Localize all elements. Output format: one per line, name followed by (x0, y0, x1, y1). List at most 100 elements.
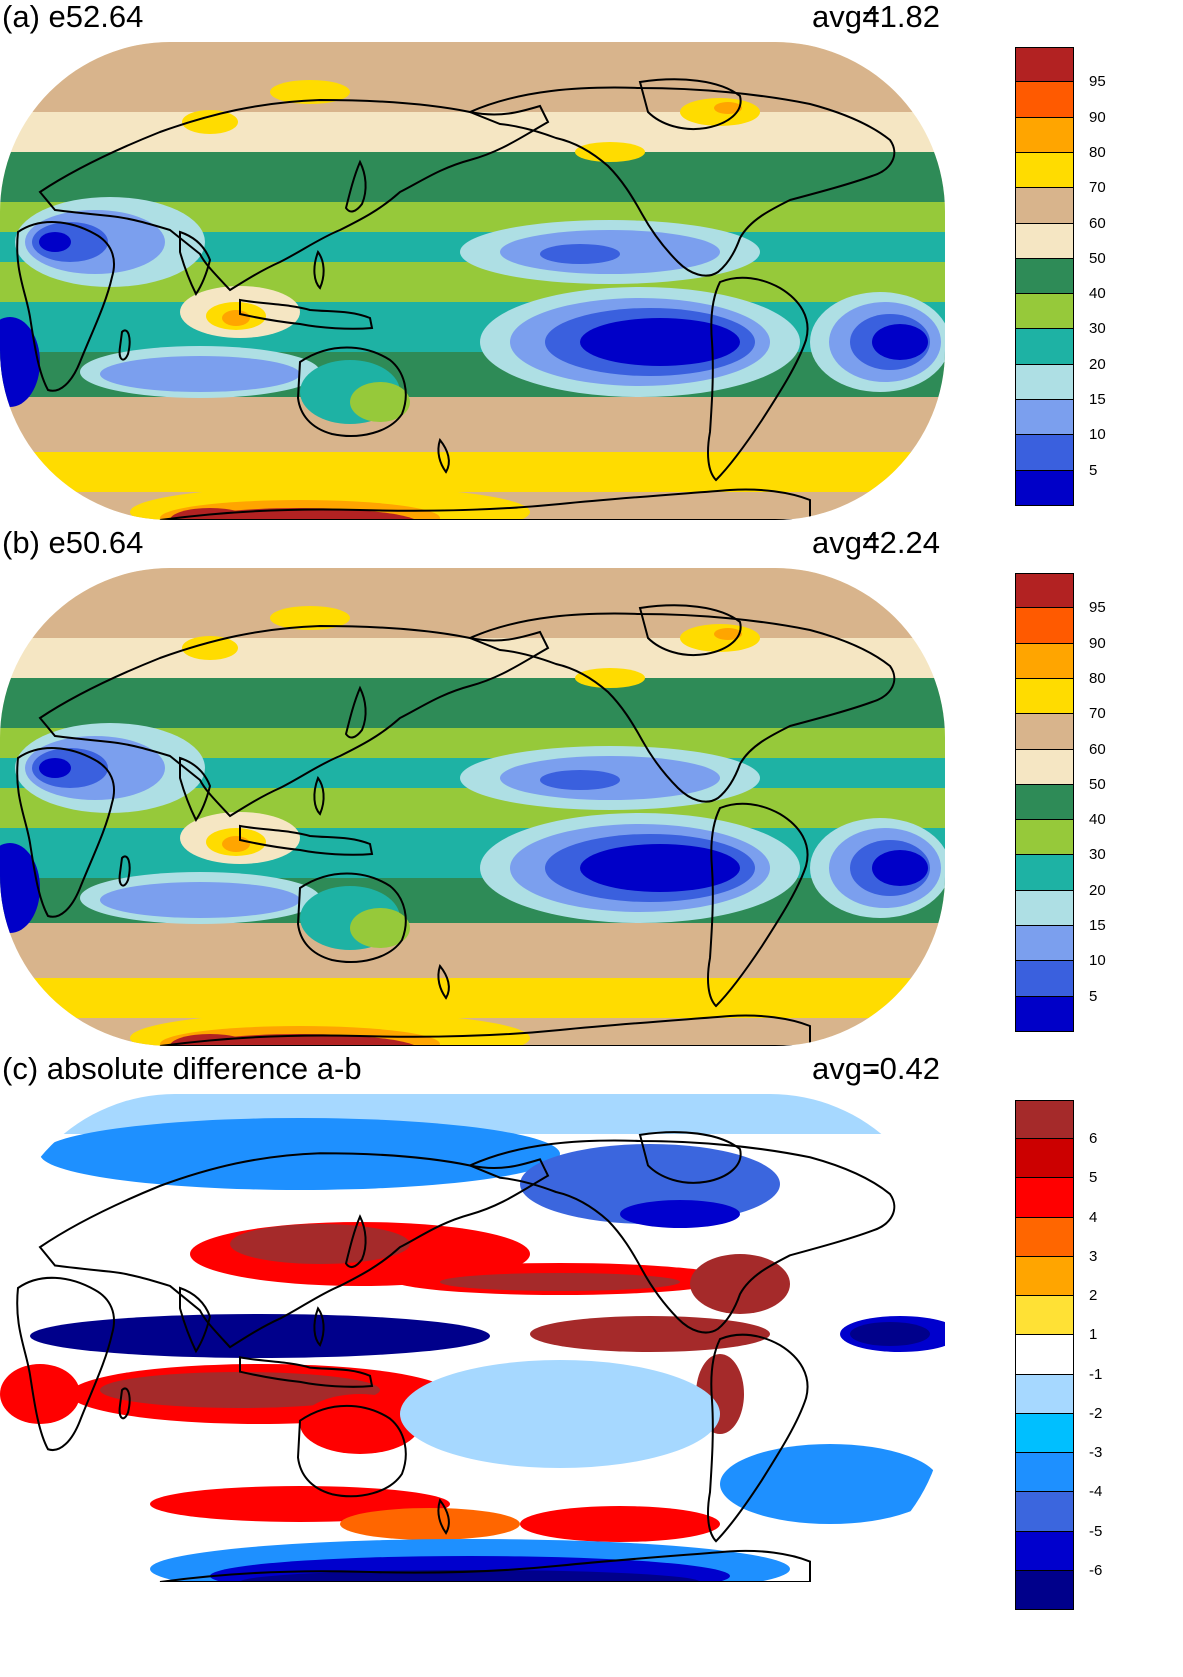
field-region (182, 636, 238, 660)
field-region (100, 1372, 380, 1408)
field-region (240, 1570, 700, 1582)
colorbar-label: 6 (1089, 1130, 1098, 1148)
colorbar-swatch (1015, 1256, 1074, 1297)
colorbar-swatch (1015, 435, 1074, 471)
avg-label: avg= (812, 0, 881, 34)
field-region (714, 628, 742, 640)
coastline (344, 1214, 367, 1269)
coastline (16, 747, 115, 918)
coastline (296, 346, 407, 437)
colorbar-label: 10 (1089, 952, 1106, 970)
field-band (0, 638, 945, 678)
coastline (344, 685, 367, 739)
coastline (239, 1356, 374, 1388)
coastline (707, 276, 809, 482)
colorbar-label: 20 (1089, 355, 1106, 373)
coastline (179, 756, 212, 822)
coastline (638, 604, 742, 656)
panel-a: (a) e52.64 avg= 41.82 95 90 80 70 60 50 40 30 20… (0, 0, 1183, 520)
world-map (0, 1094, 945, 1582)
field-region (340, 1508, 520, 1540)
field-region (0, 317, 40, 407)
colorbar-swatch (1015, 1531, 1074, 1571)
field-band (0, 42, 945, 112)
field-region (39, 758, 71, 778)
coastline (239, 298, 374, 330)
colorbar-label: 90 (1089, 634, 1106, 652)
colorbar-swatch (1015, 1217, 1074, 1257)
field-region (872, 850, 928, 886)
colorbar-swatch (1015, 117, 1074, 153)
coastline (707, 1333, 809, 1543)
colorbar-swatch (1015, 1413, 1074, 1454)
colorbar-swatch (1015, 926, 1074, 962)
field-band (0, 452, 945, 492)
colorbar-label: 60 (1089, 214, 1106, 232)
panel-title: (c) absolute difference a-b (2, 1051, 362, 1086)
avg-value: 41.82 (862, 0, 940, 34)
colorbar-swatch (1015, 188, 1074, 224)
coastline (16, 1276, 115, 1452)
coastline (38, 624, 550, 818)
coastline (159, 1014, 811, 1046)
colorbar-swatch (1015, 855, 1074, 891)
colorbar-swatch (1015, 678, 1074, 715)
panel-title: (b) e50.64 (2, 525, 144, 560)
colorbar-label: 4 (1089, 1208, 1098, 1226)
colorbar-swatch (1015, 258, 1074, 295)
field-region (580, 318, 740, 366)
colorbar-label: 40 (1089, 811, 1106, 829)
field-band (0, 978, 945, 1018)
field-region (580, 844, 740, 892)
field-region (720, 1444, 940, 1524)
coastline (16, 221, 115, 392)
field-region (270, 80, 350, 104)
coastline (118, 855, 131, 887)
colorbar-label: 10 (1089, 426, 1106, 444)
coastlines (16, 604, 896, 1046)
field-region (170, 508, 250, 520)
colorbar-label: 15 (1089, 917, 1106, 935)
colorbar (1015, 47, 1074, 506)
field-region (300, 1394, 420, 1454)
field-band (0, 923, 945, 978)
colorbar-label: 20 (1089, 881, 1106, 899)
colorbar-swatch (1015, 996, 1074, 1032)
panel-title: (a) e52.64 (2, 0, 144, 34)
field-layer (0, 42, 945, 520)
colorbar-swatch (1015, 223, 1074, 259)
field-band (0, 112, 945, 152)
colorbar-label: 1 (1089, 1326, 1098, 1344)
colorbar-swatch (1015, 47, 1074, 83)
colorbar (1015, 573, 1074, 1032)
coastlines (16, 1131, 896, 1582)
coastline (638, 78, 742, 130)
colorbar-swatch (1015, 1374, 1074, 1414)
colorbar-swatch (1015, 364, 1074, 401)
field-region (39, 232, 71, 252)
colorbar-swatch (1015, 1100, 1074, 1140)
coastline (179, 1286, 212, 1354)
colorbar-swatch (1015, 890, 1074, 927)
coastline (38, 1152, 550, 1349)
colorbar-swatch (1015, 820, 1074, 856)
colorbar-label: 95 (1089, 73, 1106, 91)
field-band (0, 568, 945, 638)
avg-value: 42.24 (862, 525, 940, 560)
avg-value: -0.42 (869, 1051, 940, 1086)
field-region (350, 382, 410, 422)
coastline (296, 872, 407, 963)
field-region (170, 1034, 250, 1046)
colorbar-swatch (1015, 400, 1074, 436)
colorbar-swatch (1015, 961, 1074, 997)
colorbar-swatch (1015, 152, 1074, 189)
coastline (707, 802, 809, 1008)
colorbar-label: -4 (1089, 1483, 1103, 1501)
colorbar-label: 30 (1089, 320, 1106, 338)
field-layer (0, 1094, 945, 1582)
field-region (530, 1316, 770, 1352)
field-region (575, 668, 645, 688)
field-region (850, 1322, 930, 1346)
colorbar-label: 50 (1089, 249, 1106, 267)
avg-label: avg= (812, 1051, 881, 1086)
